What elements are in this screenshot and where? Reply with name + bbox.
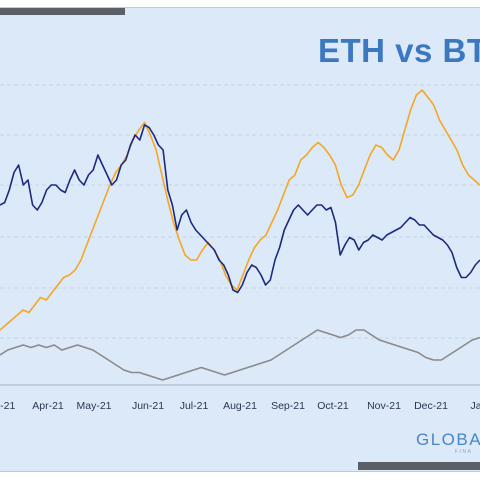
series-line-2: [0, 329, 480, 381]
chart-title: ETH vs BT: [318, 32, 480, 69]
x-tick-label: Jun-21: [132, 400, 164, 412]
x-tick-label: Ja: [470, 400, 480, 412]
brand-logo-subtitle: FINA: [455, 449, 473, 455]
brand-logo: GLOBA: [416, 430, 480, 449]
x-tick-label: r-21: [0, 400, 15, 412]
x-tick-label: Sep-21: [271, 400, 305, 412]
x-tick-label: Dec-21: [414, 400, 448, 412]
x-tick-label: Apr-21: [32, 400, 64, 412]
top-accent-bar: [0, 8, 125, 15]
x-tick-label: Aug-21: [223, 400, 257, 412]
x-tick-label: Oct-21: [317, 400, 349, 412]
x-tick-label: Jul-21: [180, 400, 209, 412]
series-line-1: [0, 89, 480, 331]
bottom-accent-bar: [358, 462, 480, 470]
x-tick-label: May-21: [76, 400, 111, 412]
series-line-0: [0, 124, 480, 294]
x-tick-label: Nov-21: [367, 400, 401, 412]
